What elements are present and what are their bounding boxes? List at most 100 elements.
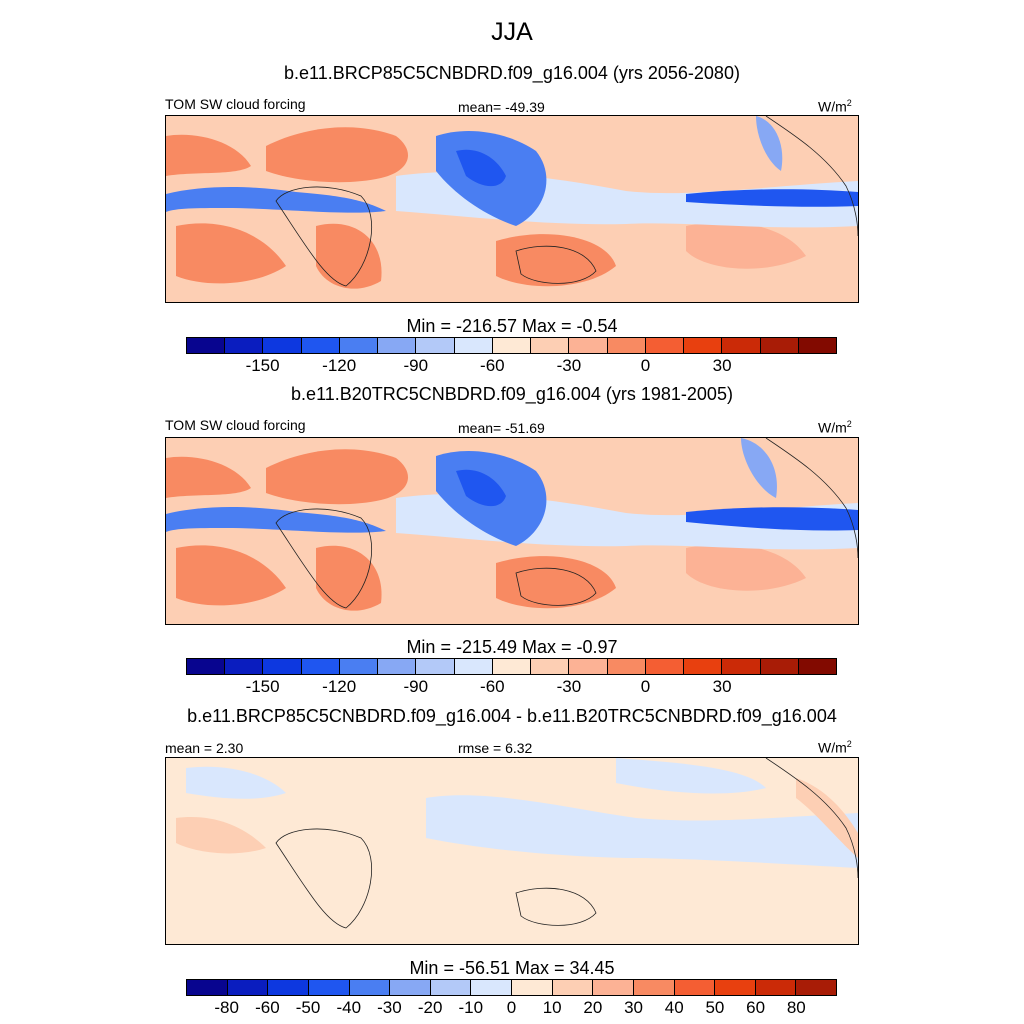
- panel3-units: W/m2: [818, 739, 852, 756]
- colorbar-tick-label: -60: [480, 677, 505, 696]
- colorbar-box: [607, 338, 646, 353]
- colorbar-tick-label: 50: [705, 998, 725, 1017]
- monsoon-core: [456, 149, 506, 187]
- panel3-units-text: W/m: [818, 739, 847, 756]
- colorbar-tick-label: -90: [403, 356, 429, 375]
- colorbar-tick-label: 60: [746, 998, 766, 1017]
- africa-coastline: [275, 186, 373, 287]
- colorbar-tick-label: -10: [458, 998, 484, 1017]
- panel1-units-text: W/m: [818, 98, 847, 115]
- colorbar-tick-label: -60: [480, 356, 505, 375]
- panel2-variable-label: TOM SW cloud forcing: [165, 417, 306, 433]
- americas-coastline: [765, 116, 858, 237]
- colorbar-box: [454, 338, 493, 353]
- panel3-colorbar: [186, 979, 837, 996]
- colorbar-box: [187, 659, 226, 674]
- panel2-map: [165, 437, 859, 625]
- colorbar-box: [471, 980, 512, 995]
- colorbar-box: [531, 338, 570, 353]
- colorbar-box: [416, 338, 455, 353]
- colorbar-tick-label: 0: [640, 356, 651, 375]
- north-pacific-stratus: [756, 116, 783, 171]
- colorbar-tick-label: -80: [214, 998, 239, 1017]
- panel1-map-svg: [166, 116, 858, 302]
- colorbar-box: [593, 980, 634, 995]
- colorbar-box: [684, 659, 723, 674]
- panel3-minmax: Min = -56.51 Max = 34.45: [409, 958, 615, 978]
- south-atlantic-region: [176, 545, 286, 606]
- panel1-colorbar: [186, 337, 837, 354]
- colorbar-box: [760, 659, 799, 674]
- colorbar-box: [268, 980, 309, 995]
- colorbar-box: [416, 659, 455, 674]
- colorbar-box: [308, 980, 350, 995]
- colorbar-tick-label: -40: [336, 998, 362, 1017]
- colorbar-tick-label: -20: [417, 998, 443, 1017]
- panel1-title: b.e11.BRCP85C5CNBDRD.f09_g16.004 (yrs 20…: [284, 63, 740, 83]
- australia-coastline: [515, 245, 597, 284]
- panel2-colorbar-ticks: -150 -120 -90 -60 -30 0 30: [186, 677, 837, 697]
- season-title: JJA: [491, 18, 533, 46]
- panel1-variable-label: TOM SW cloud forcing: [165, 96, 306, 112]
- colorbar-box: [349, 980, 391, 995]
- colorbar-box: [301, 659, 340, 674]
- panel3-colorbar-ticks: -80 -60 -50 -40 -30 -20 -10 0 10 20 30 40 50 60 80: [186, 998, 837, 1018]
- colorbar-tick-label: 10: [542, 998, 562, 1017]
- colorbar-tick-label: -120: [322, 356, 357, 375]
- panel3-map: [165, 757, 859, 945]
- panel2-units-exponent: 2: [846, 419, 852, 429]
- colorbar-box: [684, 338, 723, 353]
- australia-region: [496, 556, 616, 609]
- panel2-map-svg: [166, 438, 858, 624]
- colorbar-tick-label: -50: [295, 998, 321, 1017]
- panel3-mean-label: mean = 2.30: [165, 740, 244, 756]
- north-atlantic-diff: [186, 766, 286, 799]
- colorbar-tick-label: 30: [712, 677, 732, 696]
- african-itcz-band: [166, 507, 386, 533]
- southern-africa-region: [316, 545, 382, 611]
- south-pacific-region: [686, 544, 806, 591]
- colorbar-box: [569, 659, 608, 674]
- panel2-title: b.e11.B20TRC5CNBDRD.f09_g16.004 (yrs 198…: [291, 384, 733, 404]
- panel3-units-exponent: 2: [846, 739, 852, 749]
- panel1-units-exponent: 2: [846, 98, 852, 108]
- colorbar-box: [512, 980, 553, 995]
- panel3-map-svg: [166, 758, 858, 944]
- panel1-map: [165, 115, 859, 303]
- colorbar-tick-label: -120: [322, 677, 357, 696]
- north-pacific-stratus: [741, 438, 777, 498]
- pacific-itcz: [686, 189, 858, 207]
- southern-africa-region: [316, 223, 382, 289]
- colorbar-box: [454, 659, 493, 674]
- colorbar-box: [225, 338, 264, 353]
- colorbar-tick-label: 80: [786, 998, 806, 1017]
- atlantic-diff: [176, 817, 266, 854]
- colorbar-box: [390, 980, 431, 995]
- colorbar-box: [633, 980, 675, 995]
- panel1-colorbar-ticks: -150 -120 -90 -60 -30 0 30: [186, 356, 837, 376]
- colorbar-box: [301, 338, 340, 353]
- colorbar-box: [492, 338, 532, 353]
- colorbar-box: [227, 980, 269, 995]
- africa-coastline: [275, 828, 373, 929]
- colorbar-box: [645, 338, 685, 353]
- americas-coastline: [765, 758, 858, 879]
- colorbar-tick-label: -60: [255, 998, 280, 1017]
- colorbar-box: [263, 659, 302, 674]
- americas-coastline: [765, 438, 858, 559]
- colorbar-box: [339, 659, 379, 674]
- panel3-title: b.e11.BRCP85C5CNBDRD.f09_g16.004 - b.e11…: [187, 706, 837, 726]
- australia-coastline: [515, 887, 597, 926]
- panel2-minmax: Min = -215.49 Max = -0.97: [406, 637, 618, 657]
- panel2-colorbar: [186, 658, 837, 675]
- colorbar-tick-label: -30: [377, 998, 402, 1017]
- colorbar-tick-label: -150: [245, 356, 280, 375]
- colorbar-box: [798, 659, 836, 674]
- north-pacific-diff: [616, 758, 766, 794]
- colorbar-tick-label: -30: [556, 677, 582, 696]
- colorbar-tick-label: 0: [640, 677, 651, 696]
- panel1-units: W/m2: [818, 98, 852, 115]
- panel3-rmse-label: rmse = 6.32: [458, 740, 533, 756]
- sahara-forcing-region: [266, 449, 408, 505]
- colorbar-box: [187, 338, 226, 353]
